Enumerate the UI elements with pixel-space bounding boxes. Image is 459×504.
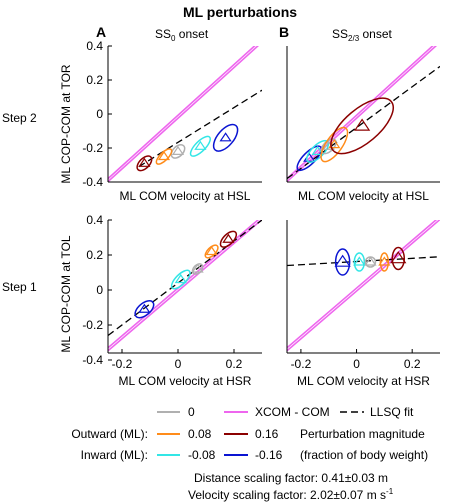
ellipse-inward_008 <box>189 135 211 157</box>
llsq-fit-line <box>138 89 262 168</box>
y-tick-label: 0 <box>96 107 103 121</box>
y-tick-label: 0.2 <box>86 248 103 262</box>
legend-inward-008: -0.08 <box>188 448 216 462</box>
ellipse-outward_016 <box>391 246 406 271</box>
panel-B-step1: -0.2 0 0.2 ML COM velocity at HSR <box>286 220 440 388</box>
panel-b-letter: B <box>279 24 289 40</box>
point-outward_008 <box>205 245 218 256</box>
panel-A-step2: 0.4 0.2 0 -0.2 -0.4 ML COM velocity at HSL <box>82 39 262 203</box>
point-zero <box>171 145 185 155</box>
y-tick-label: -0.2 <box>82 141 103 155</box>
plot-area <box>287 46 440 182</box>
point-outward_008 <box>378 256 391 266</box>
point-inward_016 <box>334 254 351 267</box>
plot-area <box>108 220 262 352</box>
llsq-fit-line <box>108 220 262 337</box>
y-tick-label: -0.2 <box>82 318 103 332</box>
legend-fit-label: LLSQ fit <box>370 405 414 419</box>
plot-area <box>287 220 440 352</box>
y-tick-label: 0.4 <box>86 213 103 227</box>
ellipse-outward_008 <box>320 126 349 163</box>
point-outward_016 <box>138 157 151 167</box>
llsq-fit-line <box>287 256 440 267</box>
xcom-line <box>287 220 438 349</box>
x-axis-label: ML COM velocity at HSR <box>119 374 252 388</box>
point-outward_008 <box>157 150 171 161</box>
ylabel-step1: ML COP-COM at TOL <box>59 235 73 352</box>
point-outward_008 <box>328 139 341 149</box>
legend-inward-016: -0.16 <box>255 448 283 462</box>
legend-inward-label: Inward (ML): <box>81 448 148 462</box>
legend-outward-008: 0.08 <box>188 427 212 441</box>
x-tick-label: 0.2 <box>226 357 243 371</box>
x-axis-label: ML COM velocity at HSL <box>298 189 429 203</box>
ellipse-inward_016 <box>212 123 239 152</box>
xcom-line <box>287 220 440 352</box>
x-axis-label: ML COM velocity at HSL <box>120 189 251 203</box>
panel-b-subtitle: SS2/3 onset <box>332 27 392 43</box>
y-tick-label: 0.4 <box>86 39 103 53</box>
ellipse-outward_008 <box>379 252 390 272</box>
y-tick-label: 0.2 <box>86 73 103 87</box>
legend-xcom-label: XCOM - COM <box>255 405 330 419</box>
x-tick-label: -0.2 <box>112 357 133 371</box>
ellipse-inward_008 <box>353 252 366 272</box>
xcom-line <box>108 220 262 352</box>
ellipse-outward_008 <box>155 148 173 165</box>
velocity-scaling: Velocity scaling factor: 2.02±0.07 m s-1 <box>188 487 394 502</box>
x-tick-label: -0.2 <box>291 357 312 371</box>
ylabel-step2: ML COP-COM at TOR <box>59 64 73 183</box>
legend-zero-label: 0 <box>188 405 195 419</box>
ellipse-outward_016 <box>330 97 394 155</box>
xcom-line <box>287 46 434 180</box>
panel-A-step1: 0.4 0.2 0 -0.2 -0.4 -0.2 0 0.2 ML COM velocity a… <box>82 213 262 388</box>
y-tick-label: -0.4 <box>82 353 103 367</box>
point-inward_016 <box>219 132 232 142</box>
row-label-step1: Step 1 <box>2 280 37 294</box>
point-inward_008 <box>353 256 366 266</box>
legend-outward-016: 0.16 <box>255 427 279 441</box>
legend-outward-label: Outward (ML): <box>71 427 148 441</box>
point-zero <box>191 263 204 273</box>
xcom-line <box>108 46 256 180</box>
panel-a-subtitle: SS0 onset <box>155 27 209 43</box>
x-axis-label: ML COM velocity at HSR <box>297 374 430 388</box>
legend-bodyweight-label: (fraction of body weight) <box>300 448 428 462</box>
x-tick-label: 0 <box>353 357 360 371</box>
figure-title: ML perturbations <box>183 4 297 20</box>
y-tick-label: -0.4 <box>82 175 103 189</box>
point-inward_008 <box>311 145 324 155</box>
legend-magnitude-label: Perturbation magnitude <box>300 427 425 441</box>
x-tick-label: 0 <box>175 357 182 371</box>
point-inward_008 <box>174 273 187 284</box>
plot-area <box>108 46 262 182</box>
x-tick-label: 0.2 <box>404 357 421 371</box>
xcom-line <box>108 46 259 182</box>
point-zero <box>364 256 377 266</box>
panel-a-letter: A <box>96 24 106 40</box>
point-inward_008 <box>194 140 207 150</box>
point-inward_016 <box>138 303 151 313</box>
distance-scaling: Distance scaling factor: 0.41±0.03 m <box>194 471 388 485</box>
point-outward_016 <box>390 251 407 264</box>
row-label-step2: Step 2 <box>2 111 37 125</box>
panel-B-step2: ML COM velocity at HSL <box>286 46 440 203</box>
ellipse-inward_016 <box>296 145 323 172</box>
ellipse-inward_016 <box>134 300 155 319</box>
ellipse-inward_016 <box>334 248 351 276</box>
point-outward_016 <box>222 233 235 243</box>
legend: 0 XCOM - COM LLSQ fit Outward (ML): 0.08… <box>71 405 428 502</box>
point-outward_016 <box>353 118 371 131</box>
y-tick-label: 0 <box>96 283 103 297</box>
